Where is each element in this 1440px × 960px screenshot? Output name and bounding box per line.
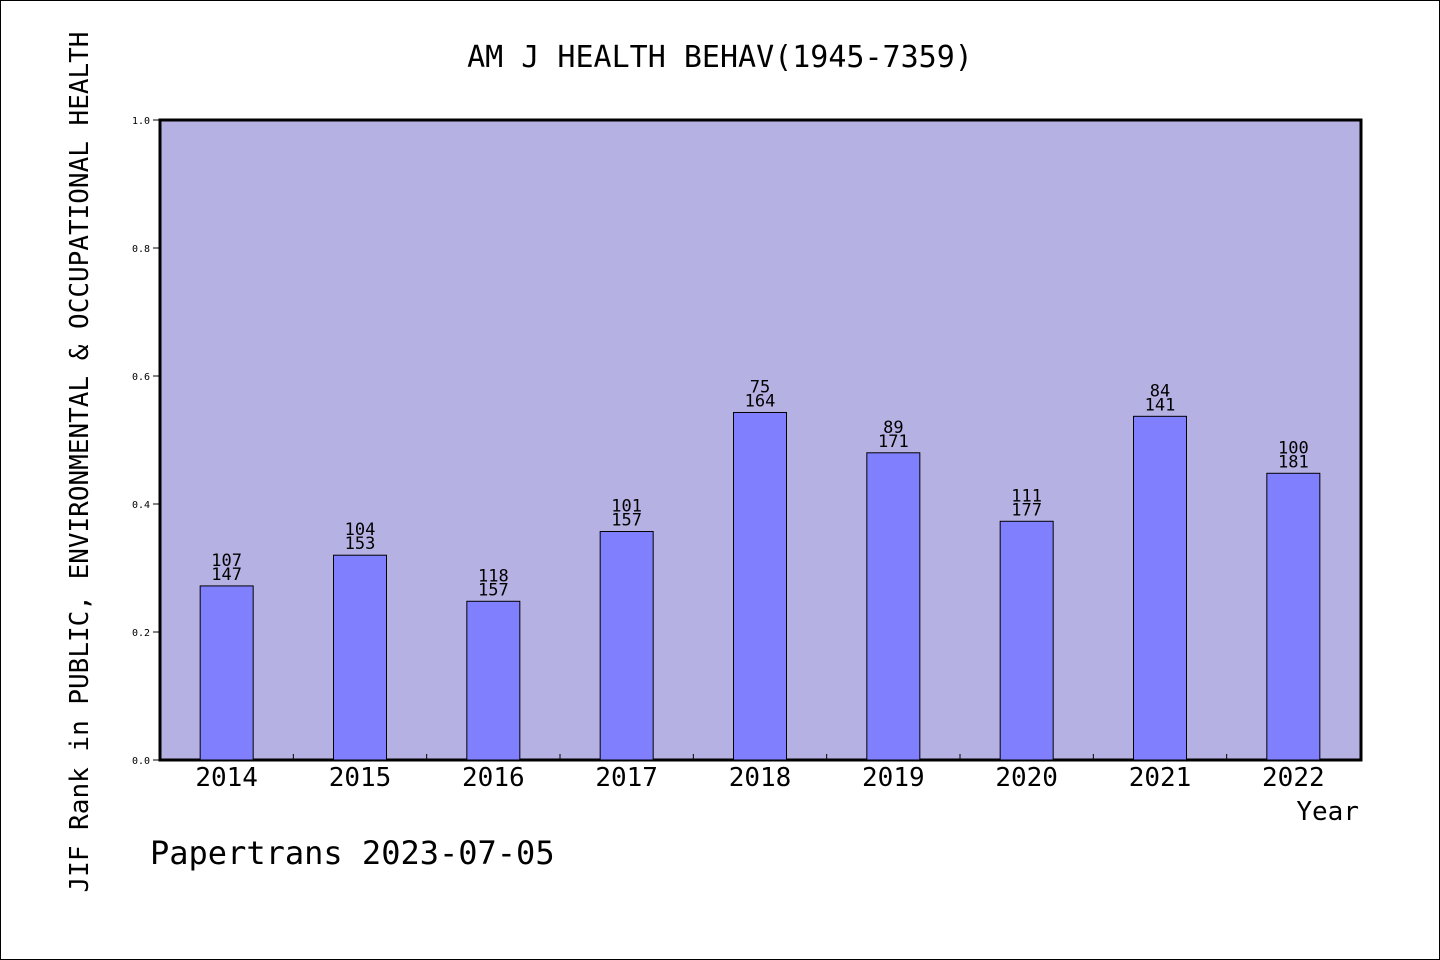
x-tick-label: 2021 bbox=[1129, 763, 1192, 793]
bar-2020 bbox=[999, 520, 1054, 761]
chart-title: AM J HEALTH BEHAV(1945-7359) bbox=[467, 40, 973, 75]
bar-total-label: 164 bbox=[745, 391, 776, 411]
bar-total-label: 147 bbox=[211, 565, 242, 585]
x-tick-label: 2020 bbox=[995, 763, 1058, 793]
bar-rank-label: 75 bbox=[750, 377, 770, 397]
bar-rank-label: 118 bbox=[478, 566, 509, 586]
x-tick-label: 2017 bbox=[595, 763, 658, 793]
bar-total-label: 157 bbox=[611, 511, 642, 531]
bar-total-label: 157 bbox=[478, 580, 509, 600]
bar-2015 bbox=[333, 554, 387, 761]
bar-rank-label: 104 bbox=[345, 520, 376, 540]
bar-rank-label: 89 bbox=[883, 418, 903, 438]
bar-2018 bbox=[733, 411, 787, 761]
y-tick-label: 0.0 bbox=[132, 756, 150, 767]
x-axis-label: Year bbox=[1296, 797, 1359, 827]
x-tick-label: 2014 bbox=[195, 763, 258, 793]
bar-rank-label: 101 bbox=[611, 497, 642, 517]
y-tick-label: 0.2 bbox=[132, 628, 150, 639]
bar-labels: 1071471041531181571011577516489171111177… bbox=[211, 377, 1308, 600]
bar-rank-label: 107 bbox=[211, 551, 242, 571]
bar-2014 bbox=[199, 585, 254, 761]
x-tick-label: 2018 bbox=[729, 763, 792, 793]
bar-series bbox=[199, 411, 1321, 761]
x-axis: 2014 2015 2016 2017 2018 2019 2020 2021 2022 bbox=[195, 754, 1325, 793]
bar-total-label: 177 bbox=[1011, 500, 1042, 520]
bar-rank-label: 100 bbox=[1278, 438, 1309, 458]
y-axis: 0.0 0.2 0.4 0.6 0.8 1.0 bbox=[132, 116, 160, 767]
y-tick-label: 1.0 bbox=[132, 116, 150, 127]
y-tick-label: 0.8 bbox=[132, 244, 150, 255]
y-tick-label: 0.6 bbox=[132, 372, 150, 383]
bar-total-label: 141 bbox=[1145, 395, 1176, 415]
bar-2019 bbox=[866, 452, 921, 761]
footer-note: Papertrans 2023-07-05 bbox=[150, 834, 555, 872]
bar-total-label: 153 bbox=[345, 534, 376, 554]
bar-total-label: 171 bbox=[878, 432, 909, 452]
x-tick-label: 2015 bbox=[329, 763, 392, 793]
y-tick-label: 0.4 bbox=[132, 500, 150, 511]
bar-2022 bbox=[1266, 472, 1321, 761]
bar-total-label: 181 bbox=[1278, 452, 1309, 472]
bar-2021 bbox=[1133, 415, 1187, 761]
bar-rank-label: 111 bbox=[1011, 486, 1042, 506]
x-tick-label: 2016 bbox=[462, 763, 525, 793]
bar-2017 bbox=[599, 531, 654, 761]
y-axis-label: JIF Rank in PUBLIC, ENVIRONMENTAL & OCCU… bbox=[65, 32, 95, 893]
bar-2016 bbox=[466, 600, 521, 761]
x-tick-label: 2019 bbox=[862, 763, 925, 793]
x-tick-label: 2022 bbox=[1262, 763, 1325, 793]
bar-rank-label: 84 bbox=[1150, 381, 1170, 401]
